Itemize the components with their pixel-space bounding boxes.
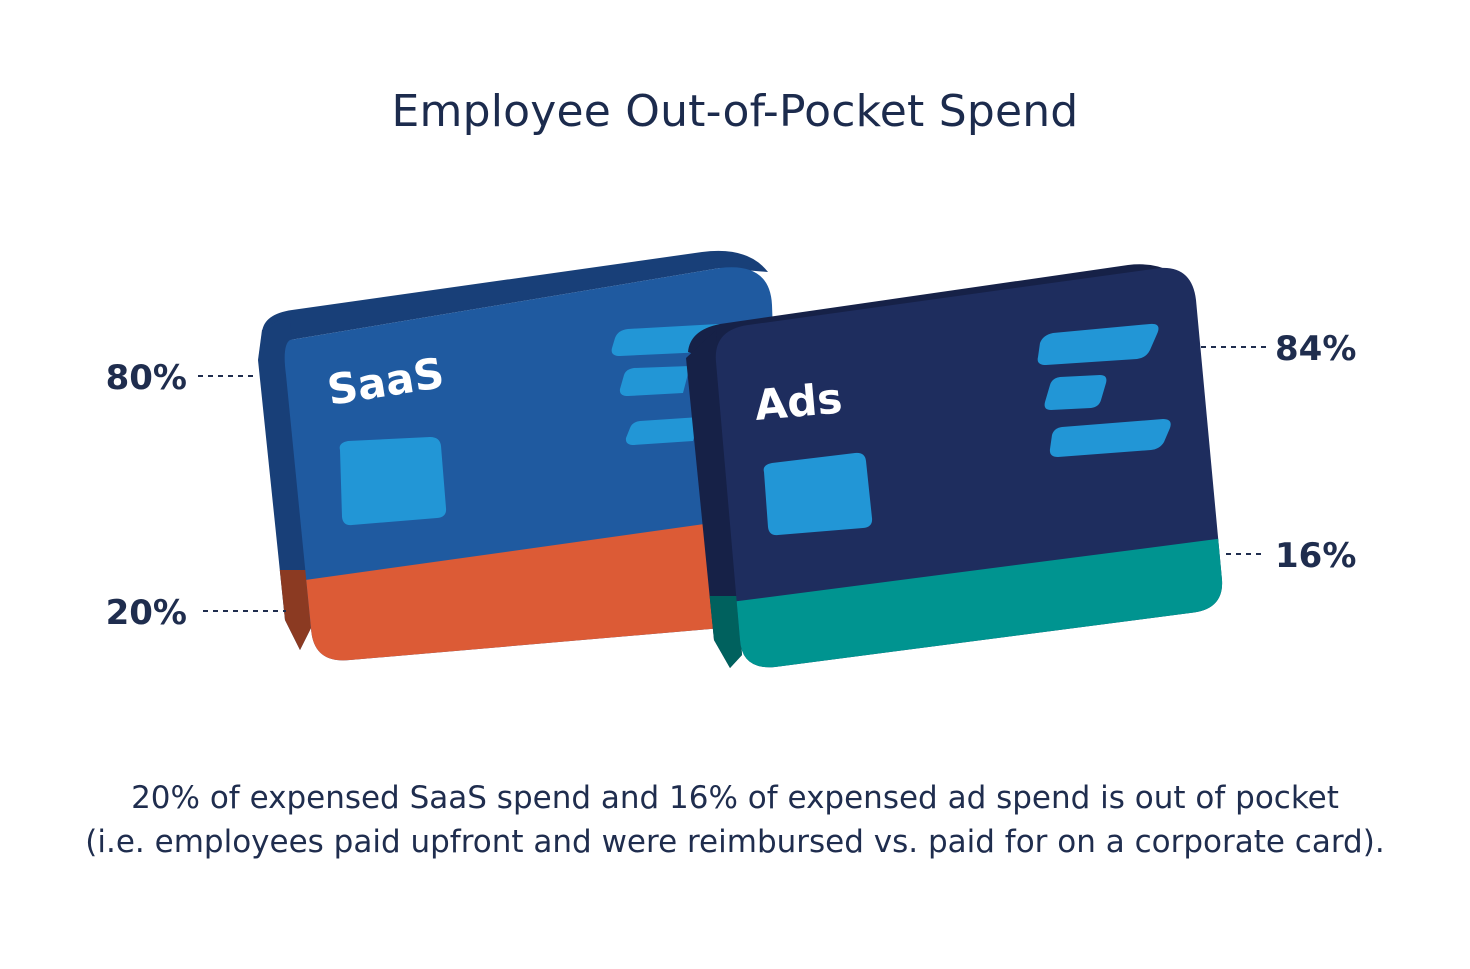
ads-card: Ads (686, 264, 1223, 668)
caption-line-2: (i.e. employees paid upfront and were re… (85, 824, 1385, 860)
contactless-bar (1044, 375, 1107, 410)
saas-top-value-label: 80% (106, 358, 187, 398)
ads-top-value-label: 84% (1275, 329, 1356, 369)
chip-icon (763, 452, 873, 536)
saas-card-top-edge (262, 250, 768, 340)
chart-caption: 20% of expensed SaaS spend and 16% of ex… (0, 776, 1470, 864)
ads-card-label: Ads (753, 374, 845, 430)
contactless-bar (1049, 419, 1171, 457)
saas-bottom-value-label: 20% (106, 593, 187, 633)
contactless-bar (619, 366, 690, 396)
caption-line-1: 20% of expensed SaaS spend and 16% of ex… (131, 780, 1339, 816)
chart-title: Employee Out-of-Pocket Spend (391, 86, 1079, 137)
contactless-bar (625, 417, 700, 445)
ads-bottom-value-label: 16% (1275, 536, 1356, 576)
chip-icon (339, 437, 447, 526)
contactless-icon (1037, 323, 1159, 365)
